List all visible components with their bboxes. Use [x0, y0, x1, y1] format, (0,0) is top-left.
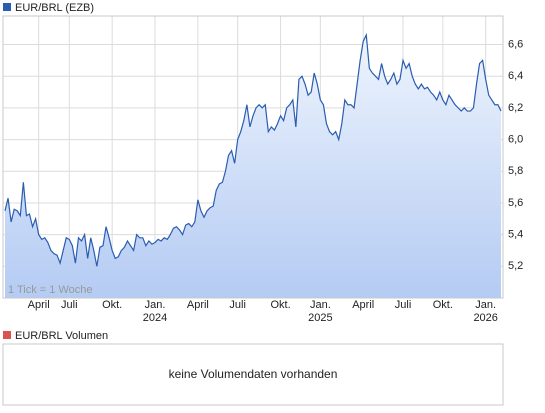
- x-year-label: 2026: [473, 312, 497, 324]
- annotation: 1 Tick = 1 Woche: [8, 284, 92, 296]
- x-tick-label: Juli: [229, 299, 246, 311]
- area-fill: [5, 35, 501, 298]
- x-tick-label: Jan.: [145, 299, 166, 311]
- y-tick-label: 6,2: [508, 102, 523, 114]
- volume-message: keine Volumendaten vorhanden: [169, 367, 338, 381]
- legend-label: EUR/BRL (EZB): [15, 2, 94, 14]
- x-year-label: 2025: [308, 312, 332, 324]
- x-tick-label: Okt.: [433, 299, 453, 311]
- x-tick-label: April: [28, 299, 50, 311]
- y-tick-label: 6,6: [508, 38, 523, 50]
- x-tick-label: Okt.: [270, 299, 290, 311]
- volume-title: EUR/BRL Volumen: [15, 330, 108, 342]
- y-tick-label: 6,0: [508, 133, 523, 145]
- x-tick-label: Jan.: [475, 299, 496, 311]
- volume-frame: [2, 343, 504, 406]
- y-tick-label: 5,4: [508, 229, 523, 241]
- x-tick-label: April: [187, 299, 209, 311]
- y-tick-label: 5,2: [508, 260, 523, 272]
- x-tick-label: Juli: [395, 299, 412, 311]
- x-tick-label: Okt.: [102, 299, 122, 311]
- price-line: [4, 32, 502, 267]
- x-tick-label: Jan.: [310, 299, 331, 311]
- x-tick-label: April: [352, 299, 374, 311]
- x-tick-label: Juli: [61, 299, 78, 311]
- y-tick-label: 6,4: [508, 70, 523, 82]
- y-tick-label: 5,6: [508, 197, 523, 209]
- x-year-label: 2024: [143, 312, 167, 324]
- plot-frame: [2, 15, 504, 299]
- legend-swatch: [3, 3, 11, 11]
- y-tick-label: 5,8: [508, 165, 523, 177]
- legend-swatch: [3, 331, 11, 339]
